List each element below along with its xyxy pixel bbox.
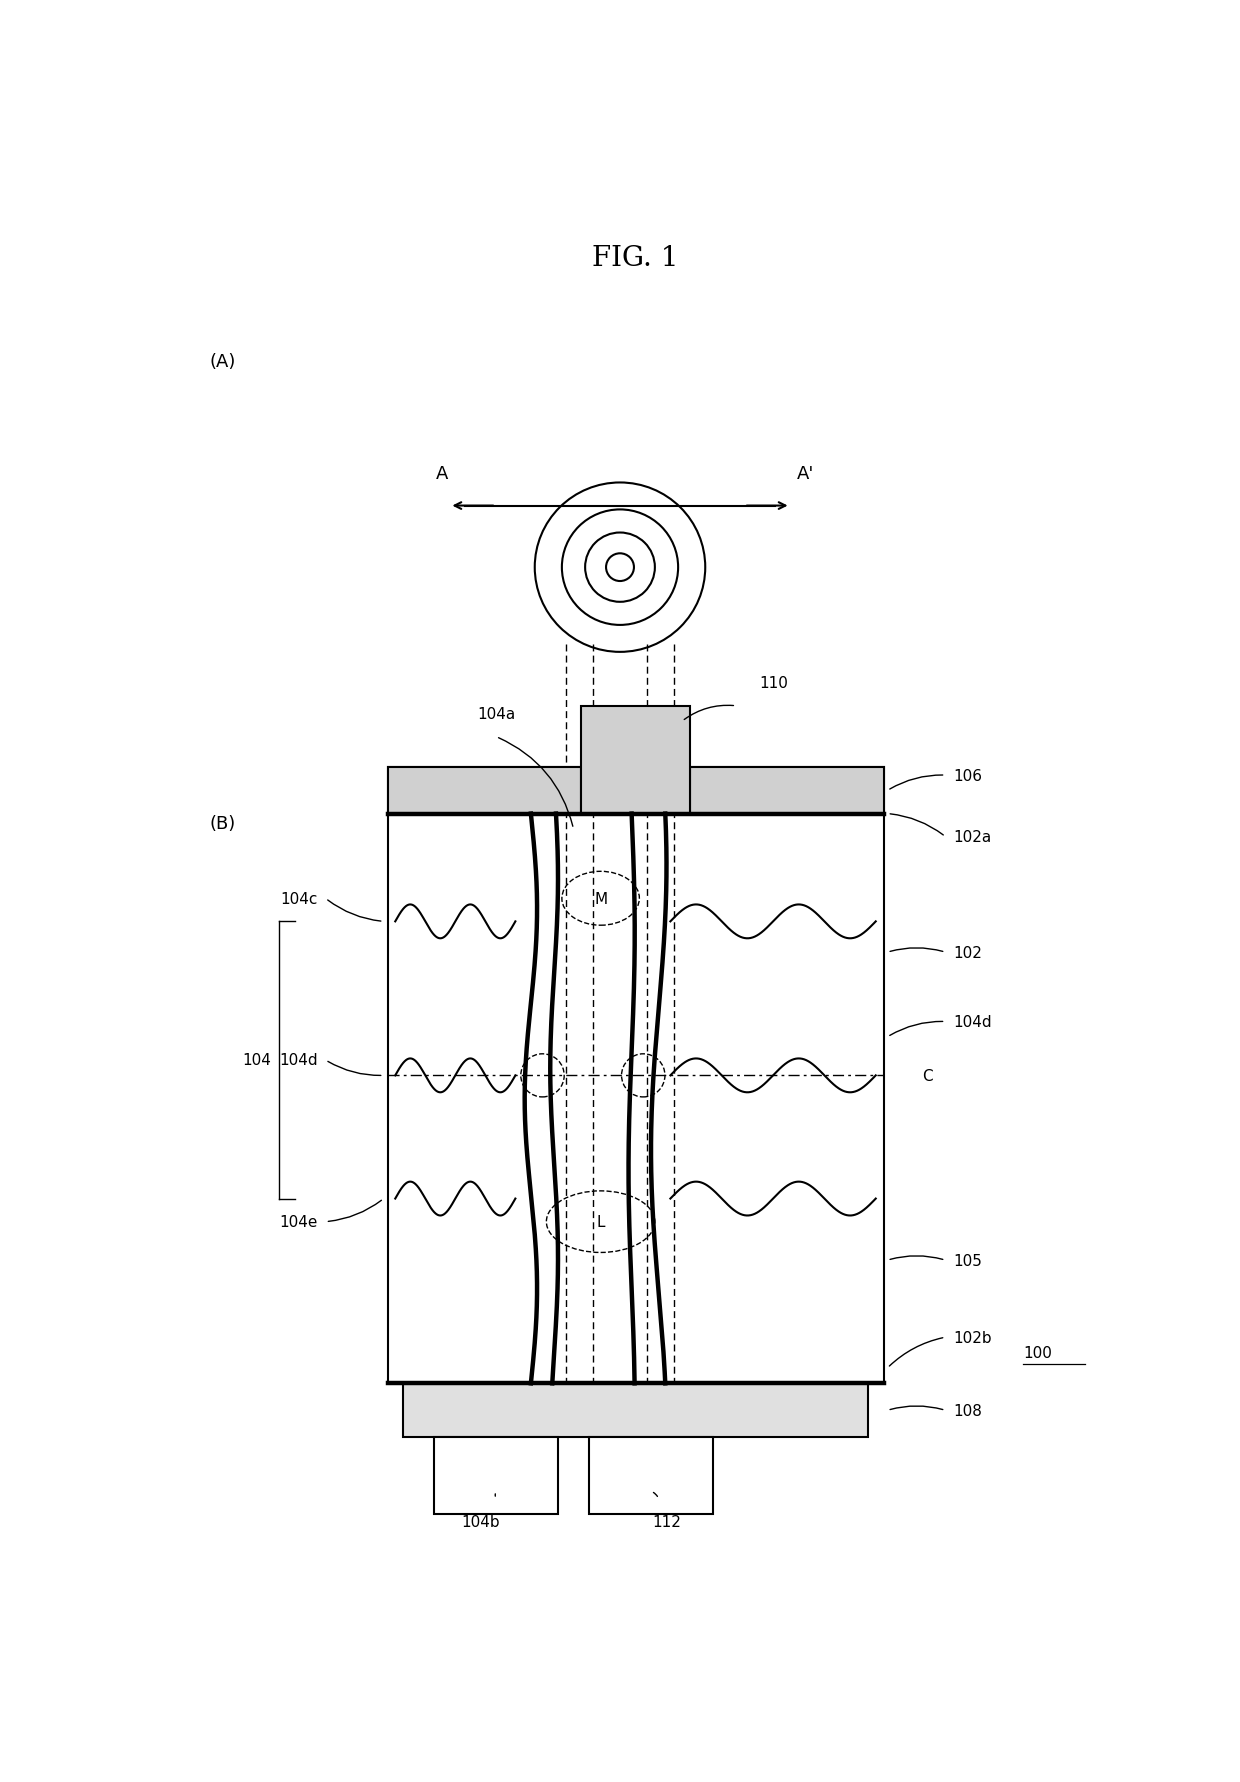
Text: M: M [594, 891, 608, 907]
Text: (B): (B) [210, 814, 236, 832]
Bar [689, 768, 883, 814]
Text: (A): (A) [210, 353, 236, 371]
Text: 104e: 104e [279, 1215, 317, 1230]
Text: 102: 102 [954, 944, 982, 960]
Text: A: A [435, 465, 448, 483]
Text: L: L [596, 1215, 605, 1230]
Text: 108: 108 [954, 1402, 982, 1418]
Text: 104b: 104b [461, 1515, 500, 1529]
Bar [387, 768, 883, 1383]
Bar [434, 1438, 558, 1515]
Text: 104: 104 [242, 1053, 272, 1067]
Text: 112: 112 [652, 1515, 681, 1529]
Text: 102b: 102b [954, 1329, 992, 1345]
Bar [387, 768, 582, 814]
Bar [589, 1438, 713, 1515]
Text: 104d: 104d [954, 1014, 992, 1030]
Text: A': A' [797, 465, 815, 483]
Text: 100: 100 [1023, 1345, 1052, 1360]
Text: 104a: 104a [477, 707, 515, 722]
Text: 106: 106 [954, 768, 982, 782]
Text: 104d: 104d [279, 1053, 317, 1067]
Bar [582, 706, 689, 814]
Text: 105: 105 [954, 1253, 982, 1269]
Text: 102a: 102a [954, 830, 992, 845]
Text: FIG. 1: FIG. 1 [593, 244, 678, 271]
Bar [403, 1383, 868, 1438]
Text: C: C [923, 1067, 932, 1083]
Text: 104c: 104c [280, 891, 317, 907]
Text: 110: 110 [759, 675, 789, 691]
